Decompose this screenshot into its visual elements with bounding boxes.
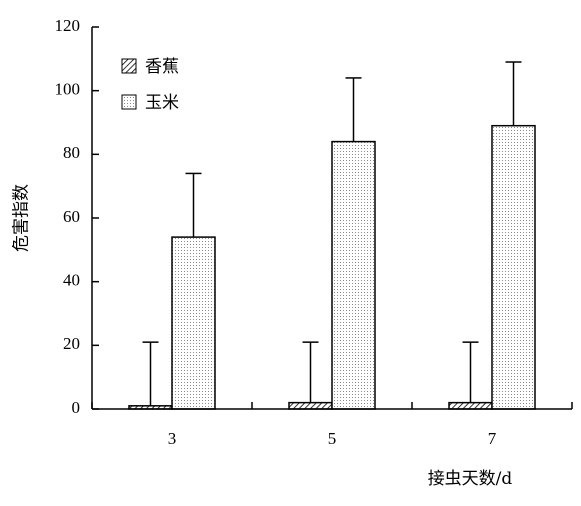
bar-banana — [288, 401, 333, 410]
y-tick-label: 40 — [63, 271, 80, 290]
y-axis-title: 危害指数 — [12, 184, 32, 252]
legend-label-banana: 香蕉 — [145, 57, 179, 77]
x-axis-title: 接虫天数/d — [428, 469, 513, 489]
y-tick-label: 100 — [55, 80, 81, 99]
legend: 香蕉 玉米 — [121, 57, 179, 113]
x-tick-label: 7 — [488, 429, 497, 448]
y-tick-label: 80 — [63, 143, 80, 162]
errorbars-layer — [142, 61, 522, 406]
bar-banana — [448, 401, 493, 410]
bar-maize — [491, 124, 536, 410]
x-tick-label: 5 — [328, 429, 337, 448]
legend-label-maize: 玉米 — [145, 93, 179, 113]
bar-maize — [171, 236, 216, 410]
y-tick-label: 0 — [72, 398, 81, 417]
x-tick-label: 3 — [168, 429, 177, 448]
bars-layer — [128, 124, 536, 410]
y-tick-label: 120 — [55, 16, 81, 35]
legend-swatch-maize — [121, 94, 137, 110]
legend-swatch-banana — [121, 58, 137, 74]
x-ticks: 3 5 7 — [91, 402, 573, 448]
y-tick-label: 20 — [63, 334, 80, 353]
bar-maize — [331, 140, 376, 410]
y-ticks: 0 20 40 60 80 100 120 — [55, 16, 99, 417]
y-tick-label: 60 — [63, 207, 80, 226]
